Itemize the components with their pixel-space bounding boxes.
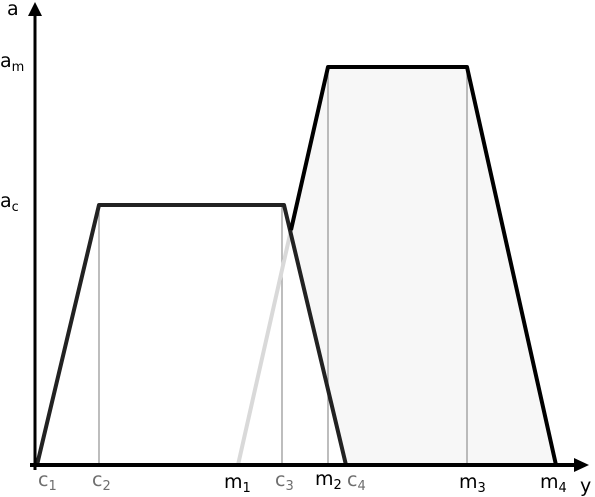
y-axis-arrow <box>28 2 42 16</box>
x-axis-arrow <box>574 458 589 472</box>
y-tick-am: am <box>0 50 25 75</box>
x-tick-m1: m1 <box>224 471 251 496</box>
x-tick-m2: m2 <box>315 468 342 493</box>
x-tick-m4: m4 <box>540 471 567 496</box>
y-axis-label: a <box>7 0 19 20</box>
trapezoid-m-hidden-edge <box>236 228 293 467</box>
x-axis-label: y <box>580 475 592 497</box>
trapezoid-m-outline <box>289 65 558 466</box>
x-tick-c2: c2 <box>92 469 111 494</box>
x-tick-c1: c1 <box>38 469 57 494</box>
x-tick-c3: c3 <box>275 469 294 494</box>
y-tick-ac: ac <box>0 190 19 215</box>
trapezoid-c-outline <box>35 203 348 466</box>
trapezoid-c-fill <box>37 205 346 465</box>
x-tick-m3: m3 <box>459 471 486 496</box>
x-tick-c4: c4 <box>347 469 366 494</box>
